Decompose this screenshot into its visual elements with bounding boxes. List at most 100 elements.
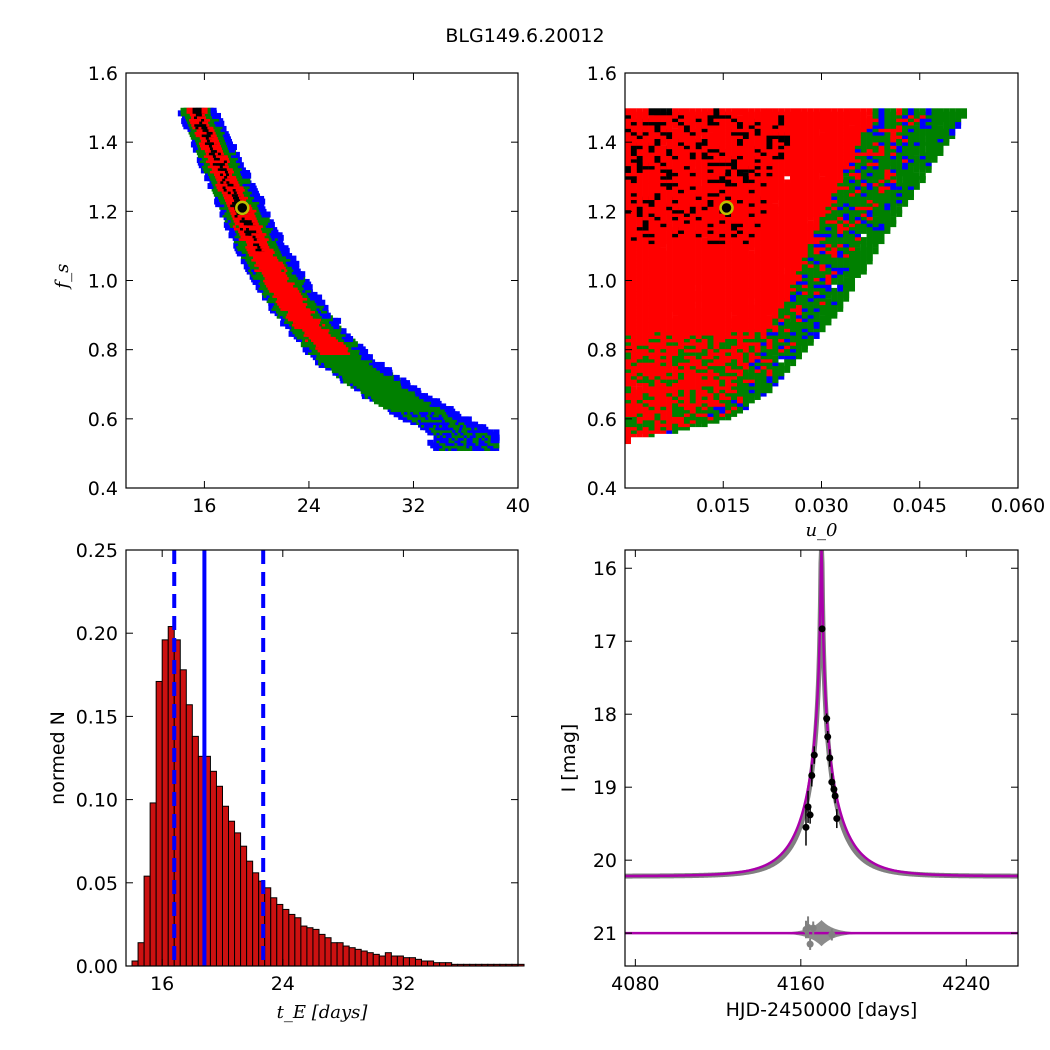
density-cell: [276, 232, 283, 239]
density-cell: [244, 177, 251, 184]
density-cell: [335, 317, 342, 324]
density-cell: [884, 169, 891, 177]
density-cell: [487, 429, 494, 436]
density-cell: [344, 333, 351, 340]
density-cell: [271, 227, 278, 234]
y-tick-label: 1.6: [88, 63, 118, 85]
density-cell: [890, 216, 897, 224]
density-cell: [666, 379, 673, 387]
density-cell: [223, 221, 230, 228]
density-cell: [819, 315, 826, 323]
density-cell: [303, 278, 310, 285]
density-cell: [267, 219, 274, 226]
density-cell: [672, 315, 679, 323]
x-tick-label: 16: [192, 495, 216, 517]
density-cell: [831, 287, 838, 295]
figure-title: BLG149.6.20012: [445, 25, 604, 47]
density-cell: [366, 354, 373, 361]
density-cell: [426, 395, 433, 402]
density-cell: [408, 385, 415, 392]
density-cell: [411, 385, 418, 392]
density-cell: [654, 165, 661, 173]
density-cell: [201, 107, 208, 114]
density-cell: [754, 382, 761, 390]
density-cell: [299, 271, 306, 278]
density-cell: [316, 294, 323, 301]
density-cell: [902, 162, 909, 170]
density-cell: [286, 253, 293, 260]
density-cell: [382, 367, 389, 374]
density-cell: [440, 403, 447, 410]
density-cell: [872, 216, 879, 224]
y-tick-label: 1.4: [88, 132, 118, 154]
density-cell: [860, 243, 867, 251]
density-cell: [372, 361, 379, 368]
density-cell: [742, 172, 749, 180]
density-cell: [264, 211, 271, 218]
y-tick-label: 0.6: [88, 409, 118, 431]
density-cell: [849, 260, 856, 268]
y-axis-label: f_s: [52, 264, 73, 291]
density-cell: [493, 429, 500, 436]
density-cell: [204, 107, 211, 114]
density-cell: [742, 369, 749, 377]
density-cell: [778, 362, 785, 370]
density-cell: [249, 182, 256, 189]
density-cell: [843, 277, 850, 285]
density-cell: [672, 369, 679, 377]
density-cell: [872, 247, 879, 255]
density-cell: [414, 387, 421, 394]
y-tick-label: 1.2: [88, 201, 118, 223]
density-cell: [332, 317, 339, 324]
density-cell: [860, 237, 867, 245]
density-cell: [784, 270, 791, 278]
density-cell: [884, 209, 891, 217]
density-cell: [431, 398, 438, 405]
density-cell: [235, 157, 242, 164]
density-cell: [843, 176, 850, 184]
density-cell: [854, 247, 861, 255]
density-cell: [427, 439, 434, 446]
density-cell: [731, 315, 738, 323]
density-cell: [237, 162, 244, 169]
density-cell: [913, 172, 920, 180]
density-cell: [192, 107, 199, 114]
density-cell: [419, 393, 426, 400]
density-cell: [198, 107, 205, 114]
density-cell: [766, 369, 773, 377]
density-cell: [766, 362, 773, 370]
density-cell: [385, 367, 392, 374]
density-cell: [748, 250, 755, 258]
density-cell: [422, 393, 429, 400]
x-tick-label: 24: [297, 495, 321, 517]
density-cell: [434, 398, 441, 405]
density-cell: [322, 304, 329, 311]
density-cell: [689, 355, 696, 363]
density-cell: [795, 348, 802, 356]
density-cell: [825, 298, 832, 306]
density-cell: [772, 325, 779, 333]
density-cell: [400, 377, 407, 384]
density-cell: [630, 386, 637, 394]
density-cell: [375, 361, 382, 368]
density-cell: [189, 107, 196, 114]
density-cell: [636, 386, 643, 394]
panel-te-fs: 16 24 32 400.40.60.81.01.21.41.6f_s: [52, 63, 530, 517]
density-cell: [453, 411, 460, 418]
density-cell: [695, 287, 702, 295]
density-cell: [469, 421, 476, 428]
density-cell: [480, 424, 487, 431]
density-cell: [282, 245, 289, 252]
density-cell: [462, 416, 469, 423]
density-cell: [222, 131, 229, 138]
best-fit-marker: [235, 200, 250, 216]
density-cell: [913, 182, 920, 190]
density-cell: [701, 182, 708, 190]
density-cell: [444, 406, 451, 413]
density-cell: [896, 179, 903, 187]
density-cell: [784, 362, 791, 370]
density-cell: [290, 255, 297, 262]
density-cell: [666, 223, 673, 231]
density-cell: [258, 195, 265, 202]
